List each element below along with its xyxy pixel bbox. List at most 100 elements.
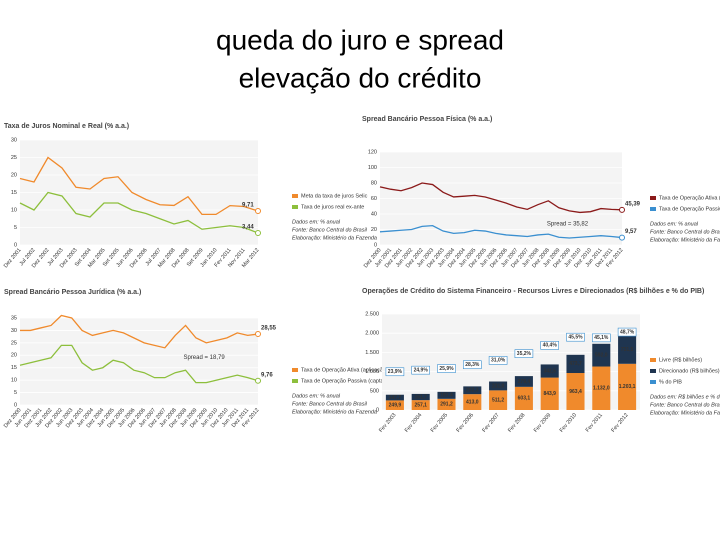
pct-box	[591, 333, 611, 343]
y-tick-label: 5	[14, 225, 17, 231]
note: Elaboração: Ministério da Fazenda	[292, 409, 377, 415]
legend-swatch	[292, 194, 298, 198]
note: Fonte: Banco Central do Brasil	[650, 402, 720, 408]
bar-segment	[540, 364, 559, 378]
y-tick-label: 20	[371, 227, 377, 233]
end-marker	[255, 377, 261, 384]
bar-segment	[463, 386, 482, 395]
line-series	[20, 314, 259, 349]
y-tick-label: 30	[11, 137, 17, 143]
value-label: 731,5	[621, 347, 634, 353]
legend-label: Taxa de Operação Ativa (aplicação)	[659, 195, 720, 201]
chart-title: Operações de Crédito do Sistema Financei…	[362, 288, 704, 295]
value-label: 592,0	[595, 352, 608, 358]
y-tick-label: 5	[14, 390, 17, 396]
x-tick-label: Fev 2003	[378, 412, 397, 433]
y-tick-label: 0	[14, 402, 17, 408]
value-label: 9,76	[261, 372, 273, 378]
legend-swatch	[292, 368, 298, 372]
value-label: 342,5	[543, 368, 556, 374]
legend-label: % do PIB	[659, 379, 682, 385]
x-tick-label: Fev 2011	[585, 412, 604, 433]
bar-segment	[437, 391, 456, 399]
bar-segment	[514, 376, 533, 387]
y-tick-label: 100	[368, 165, 377, 171]
x-tick-label: Fev 2012	[610, 412, 629, 433]
legend-swatch	[650, 369, 656, 373]
legend-label: Meta da taxa de juros Selic	[301, 193, 368, 199]
value-label: 45,5%	[568, 335, 583, 341]
line-series	[19, 191, 259, 234]
value-label: 249,9	[389, 403, 402, 409]
legend-swatch	[292, 379, 298, 383]
value-label: 45,1%	[594, 335, 609, 341]
y-tick-label: 2.500	[365, 311, 379, 317]
value-label: 843,9	[543, 391, 556, 397]
plot-background	[20, 318, 258, 405]
chart-title: Taxa de Juros Nominal e Real (% a.a.)	[4, 123, 129, 130]
y-tick-label: 60	[371, 196, 377, 202]
pct-box	[514, 349, 534, 358]
line-series	[379, 224, 623, 239]
value-label: 9,71	[242, 203, 254, 209]
value-label: 147,7	[389, 395, 402, 401]
value-label: 24,9%	[414, 367, 429, 373]
legend-swatch	[650, 196, 656, 200]
note: Elaboração: Ministério da Fazenda	[650, 237, 720, 243]
pct-box	[385, 367, 405, 377]
y-tick-label: 35	[11, 315, 17, 321]
bar-segment	[463, 394, 482, 410]
pct-box	[617, 327, 637, 337]
bar-segment	[385, 400, 404, 410]
value-label: 963,4	[569, 389, 582, 395]
value-label: 40,4%	[543, 343, 558, 349]
y-tick-label: 0	[374, 242, 377, 248]
chart-title: Spread Bancário Pessoa Física (% a.a.)	[362, 116, 492, 123]
y-tick-label: 80	[371, 180, 377, 186]
note: Dados em: % anual	[292, 393, 341, 399]
value-label: 25,9%	[439, 366, 454, 372]
y-tick-label: 25	[11, 155, 17, 161]
value-label: 28,55	[261, 326, 277, 332]
pct-box	[462, 360, 482, 370]
y-tick-label: 10	[11, 378, 17, 384]
x-tick-label: Fev 2009	[533, 412, 552, 433]
bar-segment	[437, 398, 456, 410]
bar-segment	[592, 366, 611, 410]
value-label: 35,2%	[517, 351, 532, 357]
value-label: 9,57	[625, 229, 637, 235]
note: Fonte: Banco Central do Brasil	[292, 401, 368, 407]
bar-segment	[411, 400, 430, 410]
legend-swatch	[292, 205, 298, 209]
y-tick-label: 25	[11, 340, 17, 346]
line-series	[19, 344, 259, 384]
y-tick-label: 10	[11, 207, 17, 213]
bar-segment	[618, 335, 637, 364]
bar-segment	[514, 386, 533, 410]
legend-label: Taxa de Operação Passiva (captação)	[659, 206, 720, 212]
legend-swatch	[650, 358, 656, 362]
legend-label: Taxa de Operação Ativa (aplicação)	[301, 367, 388, 373]
end-marker	[619, 206, 625, 213]
y-tick-label: 0	[376, 407, 379, 413]
y-tick-label: 30	[11, 328, 17, 334]
value-label: 161,7	[414, 394, 427, 400]
bar-segment	[592, 343, 611, 367]
pct-box	[540, 341, 560, 350]
value-label: 202,3	[466, 388, 479, 394]
chart-title: Spread Bancário Pessoa Jurídica (% a.a.)	[4, 289, 141, 296]
end-marker	[619, 234, 625, 241]
legend-label: Taxa de Operação Passiva (captação)	[301, 378, 394, 384]
value-label: 1.132,0	[593, 386, 610, 392]
x-tick-label: Fev 2004	[404, 412, 423, 433]
slide-title: queda do juro e spread	[216, 24, 504, 55]
value-label: 231,0	[492, 383, 505, 389]
value-label: 181,4	[440, 393, 453, 399]
value-label: 48,7%	[620, 329, 635, 335]
y-tick-label: 500	[370, 388, 379, 394]
legend-swatch	[650, 207, 656, 211]
bar-segment	[411, 393, 430, 401]
x-tick-label: Fev 2008	[507, 412, 526, 433]
value-label: 473,7	[569, 361, 582, 367]
y-tick-label: 1.000	[365, 369, 379, 375]
